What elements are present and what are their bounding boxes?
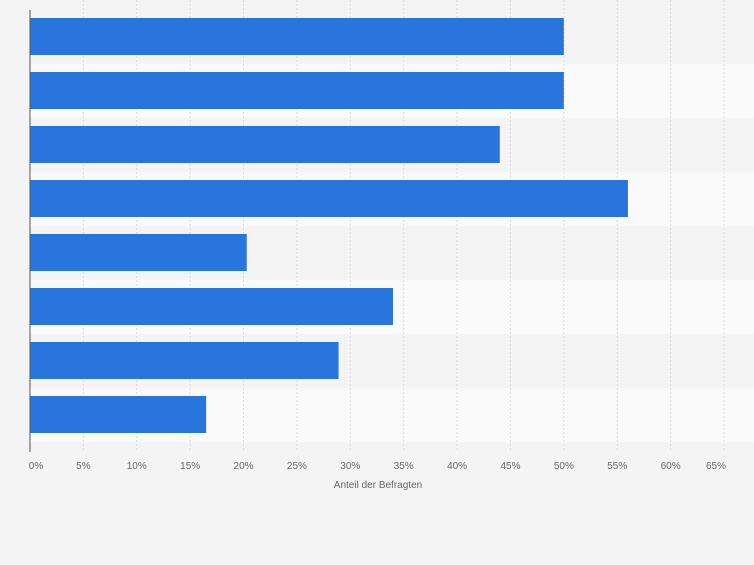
bar[interactable] — [30, 288, 394, 325]
x-tick-label: 35% — [394, 461, 414, 472]
x-tick-label: 45% — [500, 461, 520, 472]
bar[interactable] — [30, 18, 564, 55]
x-tick-label: 65% — [706, 461, 726, 472]
x-tick-label: 40% — [447, 461, 467, 472]
x-tick-label: 30% — [340, 461, 360, 472]
bars — [30, 18, 628, 433]
x-tick-label: 10% — [127, 461, 147, 472]
bar[interactable] — [30, 126, 500, 163]
x-tick-label: 0% — [29, 461, 44, 472]
x-tick-label: 20% — [234, 461, 254, 472]
x-tick-label: 5% — [76, 461, 91, 472]
bar[interactable] — [30, 342, 339, 379]
bar[interactable] — [30, 72, 564, 109]
x-axis-label: Anteil der Befragten — [334, 480, 422, 491]
x-tick-label: 55% — [607, 461, 627, 472]
bar[interactable] — [30, 180, 628, 217]
bar[interactable] — [30, 396, 207, 433]
bar[interactable] — [30, 234, 247, 271]
x-tick-label: 25% — [287, 461, 307, 472]
x-tick-label: 50% — [554, 461, 574, 472]
x-axis-ticks: 0% 5% 10% 15% 20% 25% 30% 35% 40% 45% 50% 55% 60% 65% — [29, 461, 726, 472]
x-tick-label: 60% — [661, 461, 681, 472]
x-tick-label: 15% — [180, 461, 200, 472]
